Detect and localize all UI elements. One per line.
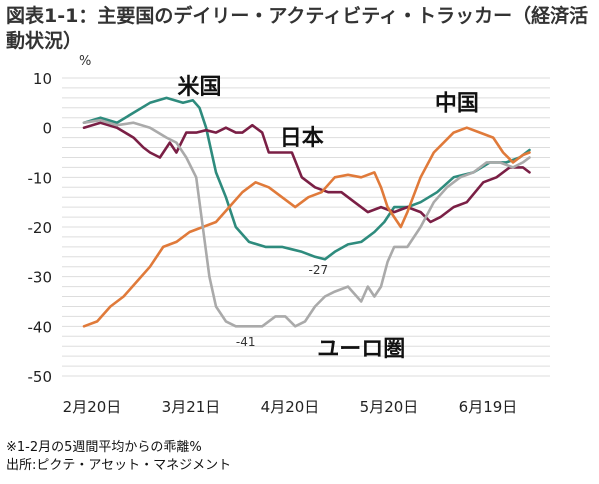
y-tick-label: -40 [28,318,53,336]
y-tick-label: -20 [28,219,53,237]
y-tick-label: -50 [28,368,53,386]
x-tick-label: 5月20日 [360,398,419,416]
y-tick-label: 10 [33,70,52,88]
y-tick-label: 0 [42,120,52,138]
x-tick-label: 6月19日 [459,398,518,416]
data-label: -27 [308,263,328,277]
y-tick-label: -30 [28,269,53,287]
series-line [82,96,531,261]
series-label: 日本 [280,126,324,151]
series-line [82,126,531,328]
series-label: 米国 [177,75,221,100]
x-tick-label: 2月20日 [63,398,122,416]
y-axis-unit: % [79,54,92,69]
chart-title: 図表1-1：主要国のデイリー・アクティビティ・トラッカー（経済活動状況） [6,5,589,52]
x-tick-label: 4月20日 [261,398,320,416]
footnote-source: 出所:ピクテ・アセット・マネジメント [6,458,232,473]
axis-layer: 10 0 -10 -20 -30 -40 -50 2月20日 3月21日 4月20日 5月20日 6月… [28,70,518,416]
x-tick-label: 3月21日 [162,398,221,416]
series-line [82,118,531,328]
y-tick-label: -10 [28,169,53,187]
series-label: ユーロ圏 [317,337,405,362]
series-line [82,121,531,224]
data-label: -41 [236,335,256,349]
series-label: 中国 [435,91,479,116]
grid-layer [62,77,550,377]
footnote-deviation: ※1-2月の5週間平均からの乖離% [6,440,202,455]
series-layer [82,96,531,328]
